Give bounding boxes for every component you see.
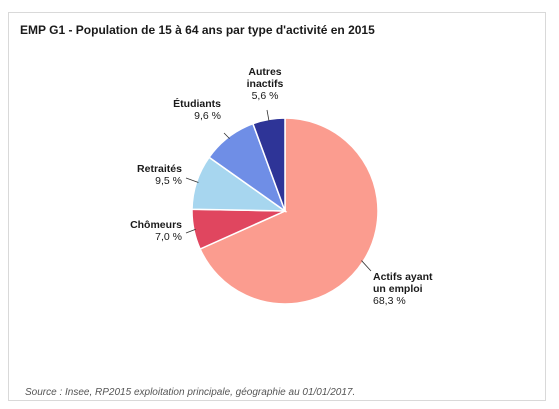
- leader-line: [185, 177, 199, 183]
- slice-label: Actifs ayant un emploi 68,3 %: [373, 271, 433, 307]
- leader-line: [223, 132, 230, 139]
- leader-line: [185, 228, 196, 234]
- slice-label-value: 9,5 %: [155, 175, 182, 187]
- slice-label-name: Étudiants: [173, 97, 221, 110]
- leader-line: [361, 260, 372, 272]
- pie-slice: [199, 117, 379, 305]
- slice-label-name: inactifs: [247, 78, 284, 90]
- leader-line: [266, 109, 270, 122]
- slice-label: Étudiants 9,6 %: [173, 97, 221, 122]
- slice-label-name: Autres: [248, 66, 281, 78]
- slice-label: Autres inactifs 5,6 %: [247, 66, 284, 102]
- slice-label-value: 9,6 %: [194, 110, 221, 122]
- chart-title: EMP G1 - Population de 15 à 64 ans par t…: [20, 23, 375, 37]
- slice-label-name: Chômeurs: [130, 219, 182, 231]
- slice-label: Retraités 9,5 %: [137, 163, 182, 187]
- slice-label-name: Retraités: [137, 163, 182, 175]
- slice-label-value: 7,0 %: [155, 231, 182, 243]
- slice-label-name: un emploi: [373, 283, 423, 295]
- slice-label-value: 5,6 %: [252, 90, 279, 102]
- source-note: Source : Insee, RP2015 exploitation prin…: [25, 387, 356, 398]
- slice-label-value: 68,3 %: [373, 295, 406, 307]
- slice-label: Chômeurs 7,0 %: [130, 219, 182, 243]
- slice-label-name: Actifs ayant: [373, 271, 433, 283]
